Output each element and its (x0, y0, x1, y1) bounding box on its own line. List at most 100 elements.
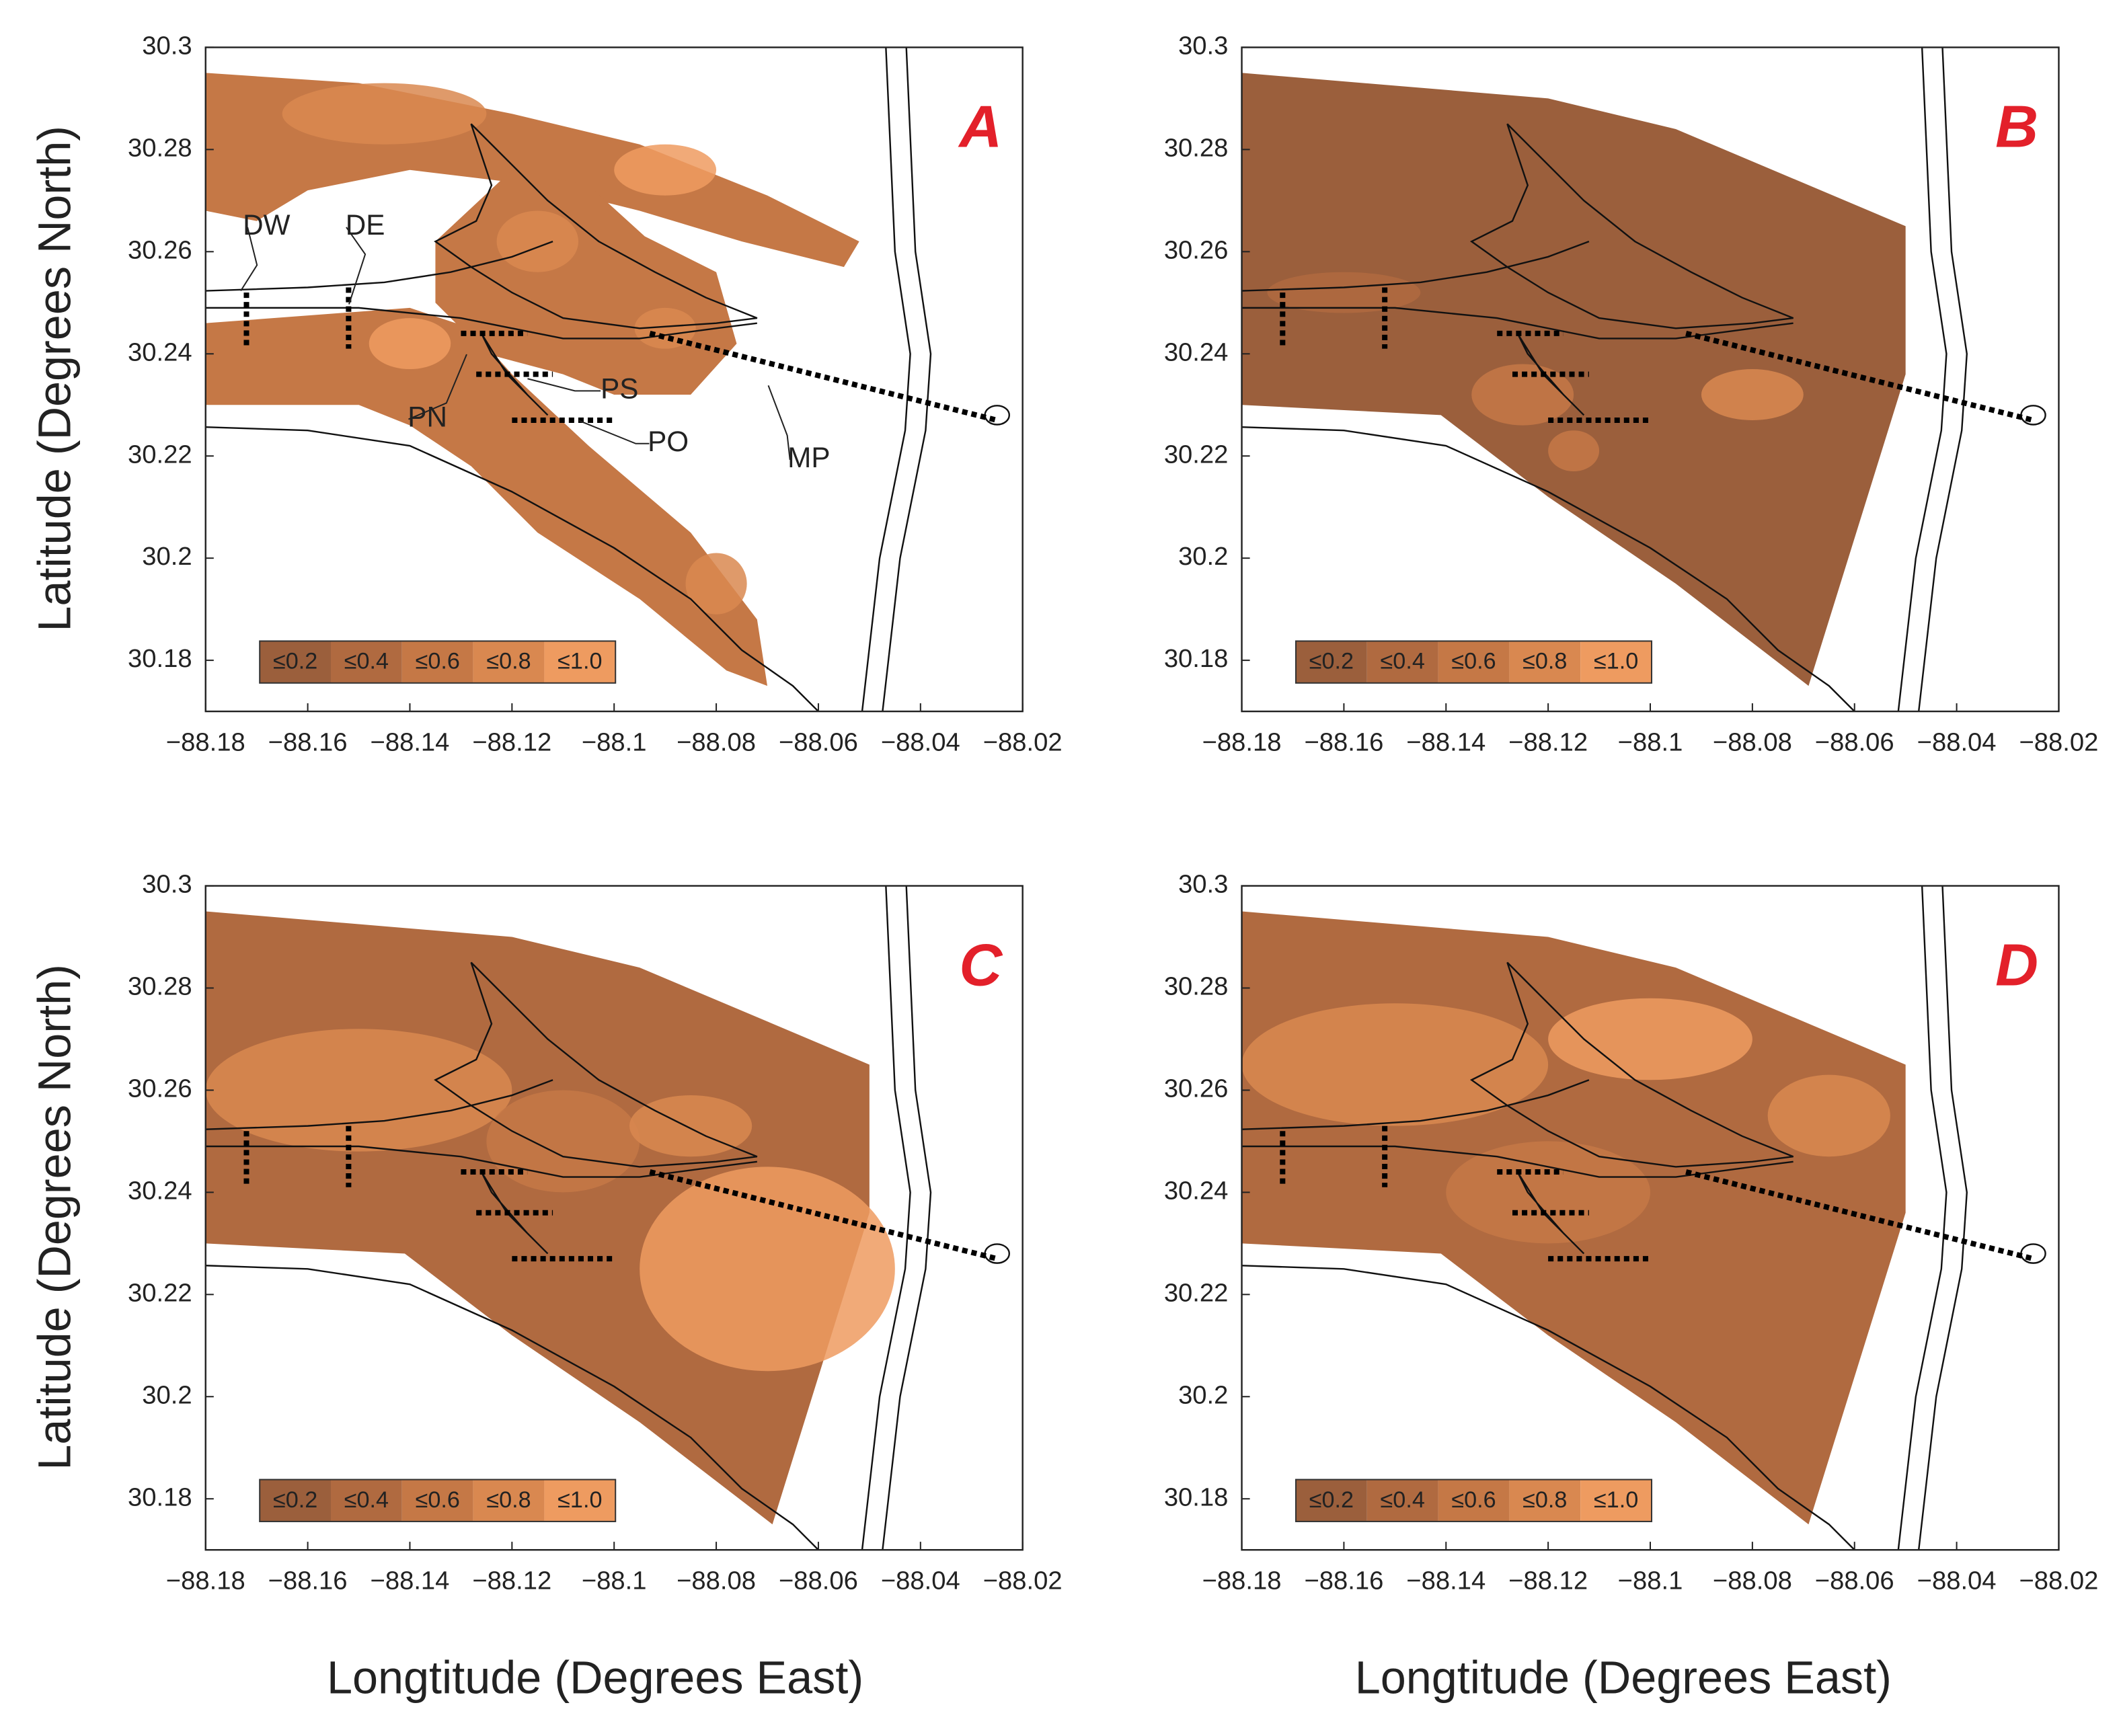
x-tick-label: −88.08 (677, 727, 756, 756)
leader-line (767, 385, 791, 461)
legend-label: ≤0.2 (273, 649, 317, 674)
panel-label: B (1995, 93, 2038, 160)
legend-label: ≤1.0 (1594, 649, 1638, 674)
legend-swatch (544, 1479, 616, 1522)
coastline (205, 1265, 820, 1550)
coastline (205, 307, 757, 340)
leader-line (527, 378, 601, 392)
x-tick-label: −88.08 (677, 1567, 756, 1595)
x-tick-label: −88.16 (268, 1567, 348, 1595)
x-tick-label: −88.06 (1815, 727, 1894, 756)
y-axis-title: Latitude (Degrees North) (30, 126, 81, 632)
field-blob (1446, 1141, 1651, 1244)
islet (984, 405, 1011, 426)
legend-frame (1295, 640, 1653, 684)
x-tick-label: −88.18 (166, 1567, 245, 1595)
island-outline (1469, 961, 1794, 1168)
legend-label: ≤1.0 (557, 649, 602, 674)
y-tick-label: 30.2 (1178, 542, 1228, 571)
legend-label: ≤0.4 (1381, 649, 1425, 674)
transect (649, 1169, 998, 1262)
panel-label: A (958, 93, 1002, 160)
legend-label: ≤0.2 (1309, 649, 1354, 674)
y-tick-label: 30.24 (1164, 1176, 1229, 1205)
legend-swatch (260, 1479, 332, 1522)
y-tick-label: 30.28 (128, 133, 192, 162)
legend-swatch (544, 641, 616, 683)
legend-label: ≤0.8 (486, 1487, 531, 1513)
field-blobs (205, 1029, 895, 1372)
legend-frame (1295, 1478, 1653, 1522)
y-tick-label: 30.22 (128, 1278, 192, 1307)
legend-label: ≤0.6 (416, 1487, 460, 1513)
y-tick-label: 30.28 (1164, 133, 1229, 162)
field-blob (629, 1095, 753, 1157)
x-tick-label: −88.04 (881, 727, 960, 756)
x-tick-label: −88.14 (371, 1567, 450, 1595)
y-axis-title: Latitude (Degrees North) (30, 964, 81, 1470)
island-outline (434, 123, 758, 329)
y-tick-label: 30.3 (142, 32, 192, 61)
coastline (1241, 307, 1794, 340)
coastline (1241, 1145, 1794, 1178)
legend-label: ≤0.8 (1522, 1487, 1567, 1513)
field-blob (1241, 1003, 1549, 1126)
coastline (882, 47, 932, 712)
coastline (1241, 1079, 1590, 1130)
legend-swatch (1509, 1479, 1581, 1522)
x-tick-label: −88.04 (1917, 1567, 1997, 1595)
leader-line (578, 420, 650, 444)
island-outline (1516, 333, 1585, 416)
x-tick-label: −88.06 (1815, 1567, 1894, 1595)
y-tick-label: 30.28 (1164, 972, 1229, 1001)
coastline (1917, 47, 1968, 712)
y-tick-label: 30.24 (1164, 338, 1229, 366)
legend-label: ≤0.2 (273, 1487, 317, 1513)
leader-line (408, 354, 467, 420)
x-tick-label: −88.02 (983, 727, 1063, 756)
y-tick-label: 30.2 (1178, 1380, 1228, 1409)
y-tick-label: 30.24 (128, 338, 192, 366)
field-blob (496, 210, 579, 272)
annotation: PO (648, 426, 689, 457)
y-tick-label: 30.28 (128, 972, 192, 1001)
transect (649, 330, 998, 423)
x-tick-label: −88.1 (582, 727, 647, 756)
coastline (205, 1079, 553, 1130)
legend-swatch (1295, 641, 1367, 683)
coastline (205, 1145, 757, 1178)
field-blob (205, 1029, 512, 1152)
legend-swatch (1295, 1479, 1367, 1522)
y-tick-label: 30.3 (142, 870, 192, 899)
y-tick-label: 30.22 (1164, 440, 1229, 469)
x-tick-label: −88.08 (1713, 727, 1792, 756)
field-area (1241, 73, 1906, 686)
legend-label: ≤0.4 (344, 1487, 389, 1513)
coastline (205, 240, 553, 292)
map-panel (1241, 885, 2046, 1550)
y-tick-label: 30.26 (128, 1074, 192, 1103)
x-tick-label: −88.06 (779, 727, 858, 756)
coastline (1897, 47, 1948, 712)
map-panel (1241, 47, 2046, 712)
y-tick-label: 30.26 (1164, 1074, 1229, 1103)
legend-label: ≤0.8 (1522, 649, 1567, 674)
y-tick-label: 30.22 (1164, 1278, 1229, 1307)
legend-label: ≤1.0 (557, 1487, 602, 1513)
coastline (1241, 426, 1856, 712)
y-tick-label: 30.24 (128, 1176, 192, 1205)
legend-swatch (473, 1479, 545, 1522)
x-tick-label: −88.06 (779, 1567, 858, 1595)
legend-label: ≤0.2 (1309, 1487, 1354, 1513)
legend-swatch (260, 641, 332, 683)
y-tick-label: 30.18 (1164, 644, 1229, 673)
island-outline (480, 333, 549, 416)
legend-swatch (331, 1479, 402, 1522)
legend-swatch (1366, 641, 1438, 683)
x-tick-label: −88.02 (2019, 727, 2099, 756)
transect (1685, 330, 2034, 423)
field-blob (1767, 1074, 1890, 1157)
x-axis-title: Longtitude (Degrees East) (327, 1652, 863, 1703)
legend-swatch (331, 641, 402, 683)
